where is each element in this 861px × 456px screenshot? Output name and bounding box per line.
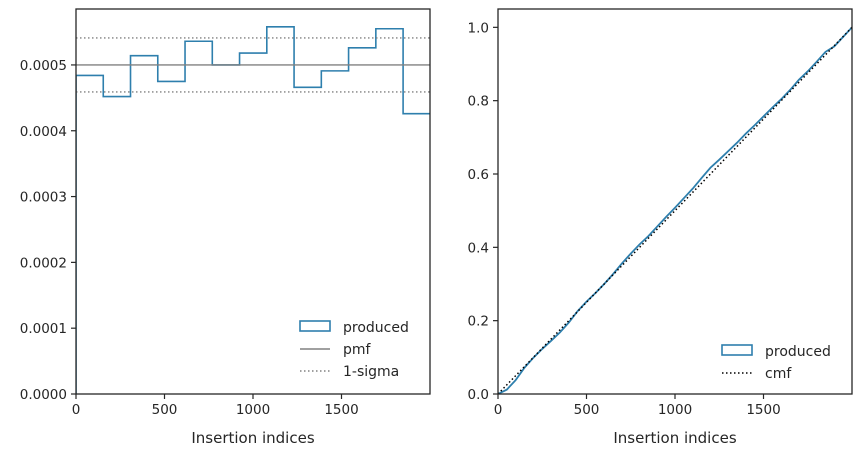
legend-label: produced — [765, 344, 831, 360]
legend-label: cmf — [765, 366, 792, 382]
x-tick-label: 500 — [152, 402, 178, 418]
x-tick-label: 500 — [574, 402, 600, 418]
x-tick-label: 1500 — [746, 402, 780, 418]
y-tick-label: 0.8 — [468, 94, 489, 110]
legend-handle — [299, 320, 331, 332]
x-tick-label: 1500 — [324, 402, 358, 418]
legend-label: produced — [343, 320, 409, 336]
legend-label: pmf — [343, 342, 372, 358]
y-tick-label: 1.0 — [468, 20, 489, 36]
y-tick-label: 0.0000 — [20, 387, 67, 403]
series-cmf — [498, 26, 852, 394]
x-tick-label: 0 — [72, 402, 81, 418]
y-tick-label: 0.0002 — [20, 255, 67, 271]
axes-frame — [75, 8, 431, 395]
series-produced-cdf — [498, 26, 852, 394]
x-tick-label: 0 — [494, 402, 503, 418]
y-tick-label: 0.4 — [468, 240, 489, 256]
histogram-panel: 0 500 1000 1500 0.0000 0.0001 0.0002 0.0003 0.00… — [20, 8, 431, 447]
plot-area — [498, 26, 852, 394]
legend: produced cmf — [721, 344, 831, 382]
y-tick-label: 0.0004 — [20, 124, 67, 140]
legend: produced pmf 1-sigma — [299, 320, 409, 380]
y-tick-label: 0.0001 — [20, 321, 67, 337]
y-tick-label: 0.0003 — [20, 190, 67, 206]
y-tick-label: 0.0005 — [20, 58, 67, 74]
cdf-panel: 0 500 1000 1500 0.0 0.2 0.4 0.6 0.8 1.0 Insertion … — [468, 8, 853, 447]
y-tick-label: 0.2 — [468, 314, 489, 330]
x-axis-label: Insertion indices — [191, 429, 314, 447]
x-tick-label: 1000 — [658, 402, 692, 418]
legend-handle — [721, 344, 753, 356]
x-tick-label: 1000 — [236, 402, 270, 418]
axes-frame — [497, 8, 853, 395]
series-produced-step — [76, 25, 430, 394]
y-tick-label: 0.0 — [468, 387, 489, 403]
plot-area — [76, 25, 430, 394]
x-axis-label: Insertion indices — [613, 429, 736, 447]
y-tick-label: 0.6 — [468, 167, 489, 183]
legend-label: 1-sigma — [343, 364, 399, 380]
